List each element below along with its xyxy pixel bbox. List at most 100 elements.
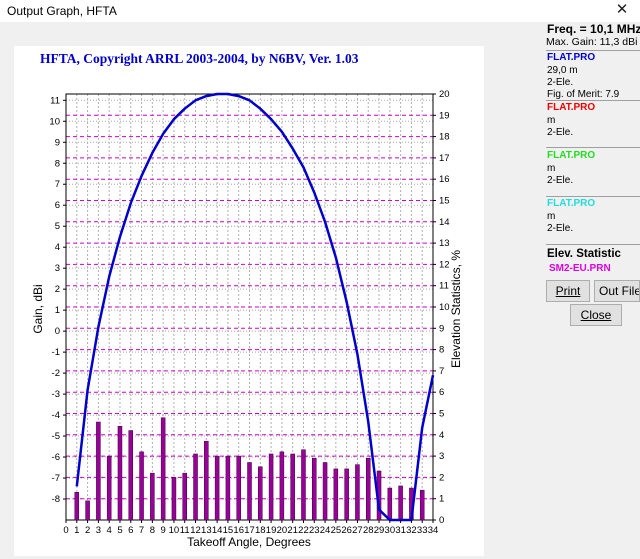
elevation-bar xyxy=(312,457,317,521)
out-file-button-label: Out File xyxy=(599,284,640,298)
grid-lines xyxy=(65,93,434,521)
y-right-tick-label: 19 xyxy=(439,110,450,121)
elevation-bar xyxy=(214,455,220,521)
close-button-label: Close xyxy=(580,308,612,322)
elevation-bar xyxy=(236,455,241,521)
elevation-bar xyxy=(171,477,177,521)
x-tick-label: 12 xyxy=(190,525,201,536)
close-window-icon[interactable]: ✕ xyxy=(615,1,629,18)
file-4-name: FLAT.PRO xyxy=(547,198,596,209)
x-tick-label: 2 xyxy=(85,525,90,536)
x-tick-label: 15 xyxy=(223,525,234,536)
axis-ticks: 0 1 2 3 4 5 6 7 8 9 10 11 12 13 14 15 16 17 18 19 20 21 22 23 24… xyxy=(49,89,449,536)
divider xyxy=(546,244,640,245)
divider xyxy=(546,196,640,197)
y-left-tick-label: 10 xyxy=(49,116,60,127)
y-right-tick-label: 3 xyxy=(439,451,444,462)
window-title: Output Graph, HFTA xyxy=(7,4,117,18)
y-axis-right-label: Elevation Statistics, % xyxy=(449,250,463,368)
y-left-tick-label: -6 xyxy=(52,452,60,463)
elevation-bar xyxy=(419,489,425,521)
y-axis-left-label: Gain, dBi xyxy=(31,284,45,333)
y-right-tick-label: 5 xyxy=(439,409,444,420)
y-left-tick-label: 6 xyxy=(55,200,60,211)
y-left-tick-label: 7 xyxy=(55,179,60,190)
x-tick-label: 30 xyxy=(385,525,396,536)
elevation-bar xyxy=(160,417,166,521)
x-tick-label: 32 xyxy=(406,525,417,536)
x-tick-label: 0 xyxy=(63,525,68,536)
elevation-bar xyxy=(398,485,403,521)
file-1-merit: Fig. of Merit: 7.9 xyxy=(547,89,620,100)
file-2-name: FLAT.PRO xyxy=(547,102,596,113)
y-left-tick-label: 3 xyxy=(55,263,60,274)
x-tick-label: 3 xyxy=(96,525,101,536)
elevation-bar xyxy=(182,472,187,521)
file-3-name: FLAT.PRO xyxy=(547,150,596,161)
y-right-tick-label: 0 xyxy=(439,515,444,526)
y-left-tick-label: 9 xyxy=(55,137,60,148)
elevation-bar xyxy=(74,492,80,521)
x-tick-label: 27 xyxy=(352,525,363,536)
elevation-bar xyxy=(290,453,295,521)
x-tick-label: 24 xyxy=(320,525,331,536)
y-right-tick-label: 13 xyxy=(439,238,450,249)
file-2-height: m xyxy=(547,115,556,126)
y-left-tick-label: 11 xyxy=(50,95,60,106)
x-tick-label: 6 xyxy=(128,525,133,536)
print-button[interactable]: Print xyxy=(546,280,590,302)
file-3-type: 2-Ele. xyxy=(547,175,574,186)
divider xyxy=(546,147,640,148)
elevation-bar xyxy=(85,500,90,521)
graph-heading: HFTA, Copyright ARRL 2003-2004, by N6BV,… xyxy=(40,51,359,66)
y-right-tick-label: 20 xyxy=(439,89,450,100)
close-button[interactable]: Close xyxy=(570,304,622,326)
y-left-tick-label: -5 xyxy=(52,431,60,442)
x-tick-label: 21 xyxy=(287,525,298,536)
file-4-type: 2-Ele. xyxy=(547,223,574,234)
out-file-button[interactable]: Out File xyxy=(594,280,640,302)
divider xyxy=(546,50,640,51)
x-tick-label: 26 xyxy=(341,525,352,536)
y-right-tick-label: 15 xyxy=(439,196,450,207)
max-gain-label: Max. Gain: 11,3 dBi xyxy=(546,36,638,48)
y-left-tick-label: 0 xyxy=(55,326,60,337)
elevation-bar xyxy=(387,487,393,521)
y-left-tick-label: 1 xyxy=(55,305,60,316)
x-tick-label: 4 xyxy=(107,525,112,536)
y-right-tick-label: 7 xyxy=(439,366,444,377)
x-tick-label: 14 xyxy=(212,525,223,536)
y-right-tick-label: 14 xyxy=(439,217,450,228)
elev-statistic-title: Elev. Statistic xyxy=(547,248,621,260)
elevation-bar xyxy=(365,457,371,521)
gain-elevation-chart: HFTA, Copyright ARRL 2003-2004, by N6BV,… xyxy=(31,51,463,549)
y-left-tick-label: -4 xyxy=(52,410,60,421)
y-left-tick-label: -7 xyxy=(52,473,60,484)
y-left-tick-label: 2 xyxy=(55,284,60,295)
y-right-tick-label: 4 xyxy=(439,430,444,441)
x-tick-label: 17 xyxy=(244,525,255,536)
x-tick-label: 9 xyxy=(160,525,165,536)
y-right-tick-label: 18 xyxy=(439,132,450,143)
elevation-bar xyxy=(344,468,349,521)
y-left-tick-label: 5 xyxy=(55,221,60,232)
x-tick-label: 29 xyxy=(374,525,385,536)
y-right-tick-label: 8 xyxy=(439,345,444,356)
elevation-bars xyxy=(74,417,425,521)
x-tick-label: 7 xyxy=(139,525,144,536)
x-tick-label: 23 xyxy=(309,525,320,536)
elevation-bar xyxy=(322,462,328,521)
x-tick-label: 22 xyxy=(298,525,309,536)
y-right-tick-label: 2 xyxy=(439,472,444,483)
file-2-type: 2-Ele. xyxy=(547,127,574,138)
y-right-tick-label: 17 xyxy=(439,153,450,164)
x-tick-label: 13 xyxy=(201,525,212,536)
y-left-tick-label: -1 xyxy=(52,347,60,358)
x-tick-label: 19 xyxy=(266,525,277,536)
x-tick-label: 10 xyxy=(169,525,180,536)
window-titlebar: Output Graph, HFTA ✕ xyxy=(0,0,640,23)
x-tick-label: 25 xyxy=(331,525,342,536)
elevation-bar xyxy=(333,468,339,521)
divider xyxy=(546,100,640,101)
elevation-bar xyxy=(268,453,274,521)
